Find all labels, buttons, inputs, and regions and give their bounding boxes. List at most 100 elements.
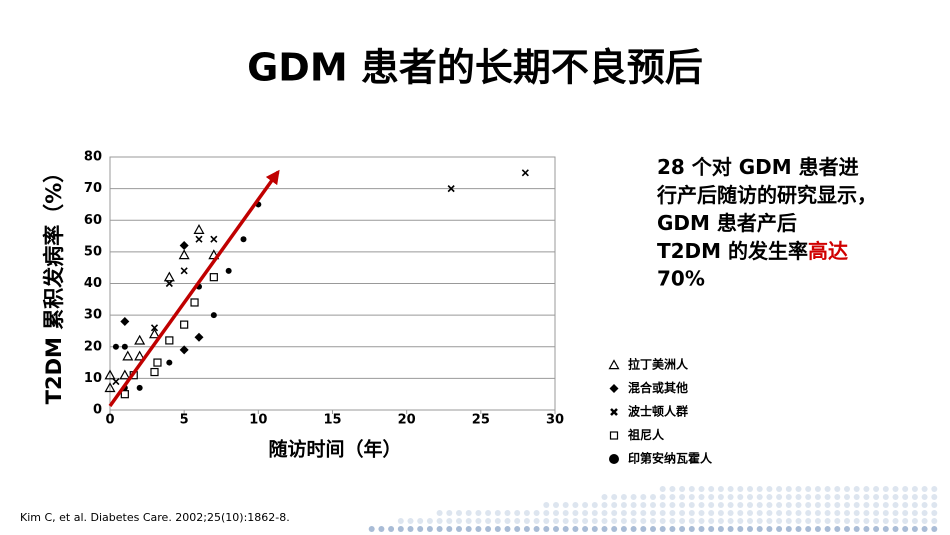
decor-dot xyxy=(698,502,705,508)
decor-dot xyxy=(873,518,880,524)
decor-dot xyxy=(882,526,889,532)
decor-dot xyxy=(931,510,938,516)
decor-dot xyxy=(795,518,802,524)
point xyxy=(193,224,205,234)
decor-dot xyxy=(785,518,792,524)
decor-dot xyxy=(514,510,521,516)
decor-dot xyxy=(921,494,928,500)
point xyxy=(190,298,199,307)
decor-dot xyxy=(582,510,589,516)
x-tick-label: 25 xyxy=(472,413,490,428)
decor-dot xyxy=(591,526,598,532)
decor-dot xyxy=(795,526,802,532)
decor-dot xyxy=(679,502,686,508)
decor-dot xyxy=(514,526,521,532)
decor-dot xyxy=(814,510,821,516)
decor-dot xyxy=(911,518,918,524)
decor-dot xyxy=(776,526,783,532)
decor-dot xyxy=(737,502,744,508)
decor-dot xyxy=(650,518,656,524)
decor-dot xyxy=(708,526,715,532)
point xyxy=(165,336,174,345)
decor-dot xyxy=(882,518,889,524)
decor-dot xyxy=(824,518,831,524)
decor-dot xyxy=(669,502,676,508)
decor-dot xyxy=(582,502,589,508)
point xyxy=(225,267,232,274)
decor-dot xyxy=(553,518,559,524)
y-axis-label: T2DM 累积发病率（%） xyxy=(42,162,66,405)
decor-dot xyxy=(911,494,918,500)
decor-dot xyxy=(659,486,666,492)
point xyxy=(122,350,134,361)
decor-dot xyxy=(863,526,870,532)
decor-dot xyxy=(853,494,860,500)
decor-dot xyxy=(659,494,666,500)
decor-dot xyxy=(805,510,812,516)
point xyxy=(112,343,119,350)
decor-dot xyxy=(582,526,589,532)
decor-dot xyxy=(766,510,773,516)
decor-dot xyxy=(456,518,462,524)
decor-dot xyxy=(620,510,627,516)
decor-dot xyxy=(475,526,482,532)
point xyxy=(166,359,173,366)
point xyxy=(210,312,217,319)
decor-dot xyxy=(766,518,773,524)
decor-dot xyxy=(708,518,715,524)
decor-dot xyxy=(834,510,841,516)
decor-dot xyxy=(844,510,850,516)
decor-dot xyxy=(717,526,724,532)
decor-dot xyxy=(892,510,899,516)
note-highlight: 高达 xyxy=(808,239,848,263)
decor-dot xyxy=(873,486,880,492)
decor-dot xyxy=(931,526,938,532)
decor-dot xyxy=(601,502,608,508)
decor-dot xyxy=(446,526,453,532)
decor-dot xyxy=(902,502,909,508)
decor-dot xyxy=(853,502,860,508)
decor-dot xyxy=(737,518,744,524)
decor-dot xyxy=(931,486,938,492)
decor-dot xyxy=(475,510,482,516)
decor-dot xyxy=(747,494,753,500)
decor-dot xyxy=(911,502,918,508)
x-tick-label: 5 xyxy=(180,413,189,428)
decor-dot xyxy=(717,518,724,524)
decor-dot xyxy=(553,502,559,508)
note-text: GDM 患者产后 xyxy=(657,211,797,235)
slide-title: GDM 患者的长期不良预后 xyxy=(247,46,703,90)
note-line: 行产后随访的研究显示， xyxy=(656,183,877,207)
decor-dot xyxy=(640,518,647,524)
decor-dot xyxy=(630,510,637,516)
decor-dot xyxy=(766,502,773,508)
decor-dot xyxy=(747,502,753,508)
decor-dot xyxy=(873,526,880,532)
decor-dot xyxy=(824,526,831,532)
decor-dot xyxy=(863,510,870,516)
point xyxy=(194,332,204,342)
decor-dot xyxy=(688,502,695,508)
y-tick-label: 20 xyxy=(84,339,102,354)
point xyxy=(136,384,143,391)
decor-dot xyxy=(436,510,443,516)
point xyxy=(134,350,146,361)
point xyxy=(120,316,130,326)
point xyxy=(210,235,218,243)
decor-dot xyxy=(737,510,744,516)
point xyxy=(121,343,128,350)
decor-dot xyxy=(679,510,686,516)
decor-dot xyxy=(688,526,695,532)
point xyxy=(209,273,218,282)
y-tick-label: 70 xyxy=(84,181,102,196)
point xyxy=(447,185,455,193)
decor-dot xyxy=(824,494,831,500)
decor-dot xyxy=(698,518,705,524)
decor-dot xyxy=(640,510,647,516)
decor-dot xyxy=(805,494,812,500)
decor-dot xyxy=(553,510,559,516)
point xyxy=(240,236,247,243)
decor-dot xyxy=(494,510,501,516)
decor-dot xyxy=(814,518,821,524)
decor-dot xyxy=(756,494,763,500)
